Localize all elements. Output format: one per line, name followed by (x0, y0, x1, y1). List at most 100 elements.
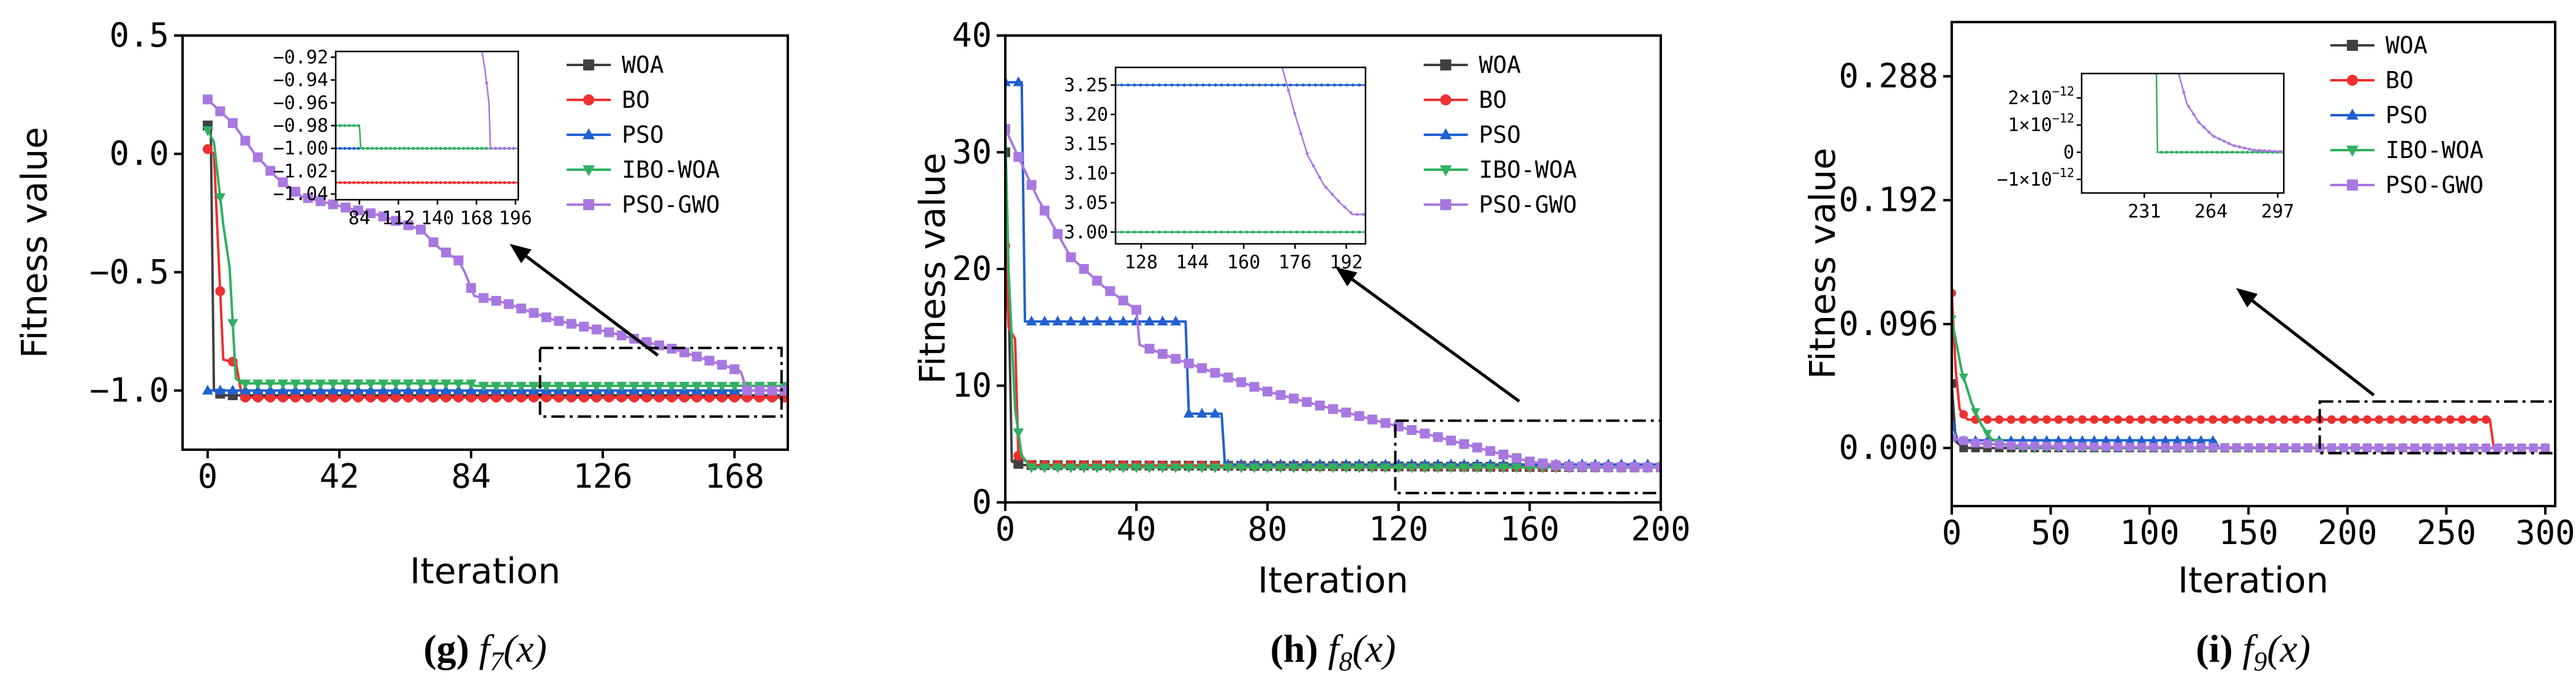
data-point-pso-gwo (341, 202, 351, 213)
inset-data-point-ibo-woa (1282, 230, 1286, 234)
data-point-ibo-woa (1367, 463, 1378, 474)
data-point-pso-gwo (1446, 436, 1456, 446)
inset-data-point-ibo-woa (2240, 151, 2244, 154)
data-point-bo (2066, 415, 2075, 424)
data-point-ibo-woa (278, 379, 289, 390)
inset-y-tick-label: 3.00 (1064, 222, 1108, 243)
legend-label: IBO-WOA (622, 156, 720, 183)
x-tick-label: 80 (1247, 510, 1287, 548)
data-point-bo (391, 393, 401, 403)
data-point-pso-gwo (1302, 397, 1312, 407)
legend-marker-ibo-woa (2346, 145, 2359, 157)
data-point-pso-gwo (215, 106, 225, 116)
inset-data-point-ibo-woa (2159, 151, 2163, 154)
data-point-pso-gwo (1952, 433, 1956, 442)
inset-data-point-pso (1201, 83, 1205, 87)
y-tick-label: 20 (952, 249, 992, 288)
data-point-pso (2208, 435, 2218, 444)
data-point-pso-gwo (541, 312, 551, 322)
data-point-pso-gwo (1026, 180, 1037, 190)
legend-label: IBO-WOA (1479, 156, 1577, 183)
inset-data-point-ibo-woa (1276, 230, 1280, 234)
series-line-bo (1952, 293, 2545, 450)
data-point-ibo-woa (1262, 463, 1273, 474)
data-point-bo (466, 393, 476, 403)
chart-panel-2: 0 40 80 120 160 200 0 10 20 30 40 Fitness value Iter… (912, 16, 1691, 676)
data-point-ibo-woa (1471, 463, 1483, 474)
data-point-ibo-woa (1183, 463, 1195, 474)
data-point-bo (554, 393, 564, 403)
inset-data-point-bo (366, 181, 369, 184)
x-tick-label: 160 (1500, 510, 1560, 548)
data-point-bo (2054, 415, 2063, 424)
caption-argument: (x) (1352, 627, 1396, 670)
inset-data-point-ibo-woa (352, 124, 356, 127)
legend-marker-pso-gwo (583, 199, 594, 210)
data-point-bo (2149, 415, 2158, 424)
inset-data-point-bo (343, 181, 347, 184)
data-point-pso-gwo (1577, 461, 1587, 472)
inset-data-point-pso (1170, 83, 1174, 87)
inset-data-point-pso (1320, 83, 1324, 87)
data-point-ibo-woa (340, 379, 351, 390)
inset-frame (2080, 72, 2285, 194)
inset-x-tick-label: 160 (1227, 252, 1260, 273)
data-point-pso-gwo (202, 94, 213, 105)
data-point-ibo-woa (202, 126, 213, 137)
data-point-bo (717, 393, 727, 403)
data-point-bo (403, 393, 414, 403)
legend-label: PSO (622, 121, 664, 148)
y-tick-label: 30 (952, 133, 992, 172)
data-point-bo (692, 393, 702, 403)
y-tick-label: 10 (952, 366, 992, 405)
data-point-bo (416, 393, 426, 403)
data-point-pso (428, 384, 439, 395)
data-point-ibo-woa (491, 382, 502, 392)
inset-y-tick-label: −0.94 (273, 70, 328, 91)
inset-data-point-bo (507, 181, 511, 184)
inset-data-point-pso-gwo (2207, 130, 2211, 134)
inset-data-point-bo (489, 181, 493, 184)
data-point-pso-gwo (315, 196, 326, 206)
inset-data-point-ibo-woa (444, 146, 447, 150)
data-point-pso-gwo (1092, 276, 1102, 286)
data-point-bo (2363, 415, 2372, 424)
panel-caption: (h) f8(x) (1270, 627, 1396, 676)
data-point-bo (2291, 415, 2300, 424)
data-point-ibo-woa (352, 379, 364, 390)
legend: WOA BO PSO IBO-WOA PSO-GWO (2330, 32, 2483, 199)
y-tick-label: 0.288 (1838, 56, 1938, 95)
inset-data-point-pso (1358, 83, 1361, 87)
inset-data-point-bo (402, 181, 406, 184)
data-point-bo (2042, 415, 2052, 424)
data-point-pso-gwo (1263, 387, 1272, 397)
legend-label: PSO-GWO (2385, 172, 2483, 199)
inset-data-point-bo (453, 181, 456, 184)
inset-data-point-pso (1220, 83, 1223, 87)
inset-data-point-ibo-woa (2235, 151, 2239, 154)
data-point-pso-gwo (1538, 458, 1548, 469)
data-point-pso-gwo (2232, 443, 2242, 452)
data-point-ibo-woa (1380, 463, 1391, 474)
data-point-pso (1078, 316, 1090, 326)
inset-y-tick-label: 3.05 (1064, 192, 1108, 214)
legend-label: WOA (2385, 32, 2428, 59)
inset-data-point-pso (1195, 83, 1199, 87)
zoom-arrow (1351, 278, 1520, 403)
x-tick-label: 200 (2317, 513, 2378, 552)
y-tick-label: 0.192 (1838, 181, 1938, 219)
data-point-bo (278, 393, 288, 403)
inset-data-point-ibo-woa (466, 146, 470, 150)
inset-data-point-pso-gwo (2212, 135, 2216, 138)
data-point-pso-gwo (2078, 442, 2087, 452)
data-point-pso-gwo (2173, 443, 2182, 452)
inset-data-point-pso (1289, 83, 1293, 87)
data-point-pso (1026, 316, 1037, 326)
data-point-pso-gwo (2493, 444, 2502, 453)
inset-data-point-pso-gwo (1286, 88, 1290, 92)
inset-data-point-ibo-woa (475, 146, 479, 150)
data-point-ibo-woa (1209, 463, 1221, 474)
inset-data-point-pso (1133, 83, 1136, 87)
data-point-bo (566, 393, 576, 403)
data-point-pso (1013, 76, 1024, 86)
